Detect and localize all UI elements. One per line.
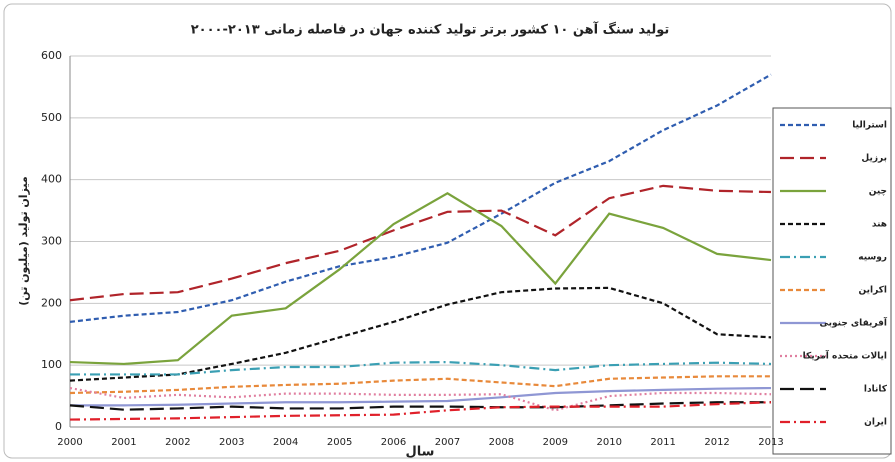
y-tick-label: 0 (55, 420, 62, 433)
legend-label: هند (872, 220, 887, 230)
y-tick-label: 600 (41, 49, 62, 62)
series-line (69, 401, 771, 411)
x-tick-label: 2003 (219, 437, 244, 448)
x-tick-label: 2009 (543, 437, 568, 448)
x-tick-label: 2001 (111, 437, 136, 448)
x-tick-label: 2005 (327, 437, 352, 448)
legend-label: کانادا (864, 385, 888, 395)
x-tick-label: 2011 (650, 437, 675, 448)
x-tick-label: 2006 (381, 437, 406, 448)
series-line (69, 386, 772, 412)
legend-label: اکراین (859, 286, 887, 296)
legend-label: آفریقای جنوبی (820, 317, 888, 329)
series-line (69, 375, 771, 395)
x-tick-label: 2007 (435, 437, 460, 448)
series-line (69, 286, 772, 382)
x-tick-label: 2012 (704, 437, 729, 448)
legend-label: چین (869, 187, 887, 197)
legend-box (772, 107, 892, 455)
series-line (69, 401, 772, 421)
chart-border (3, 3, 892, 459)
x-tick-label: 2010 (597, 437, 622, 448)
x-tick-label: 2008 (489, 437, 514, 448)
x-tick-label: 2002 (165, 437, 190, 448)
legend-label: برزیل (861, 154, 887, 164)
x-tick-label: 2000 (57, 437, 82, 448)
x-tick-label: 2004 (273, 437, 298, 448)
legend-label: ایران (864, 418, 887, 428)
series-line (69, 191, 772, 366)
y-tick-label: 100 (41, 358, 62, 371)
series-line (70, 360, 772, 376)
y-tick-label: 200 (41, 296, 62, 309)
y-tick-label: 300 (41, 235, 62, 248)
legend-label: روسیه (858, 253, 887, 263)
x-axis-label: سال (406, 445, 435, 460)
series-line (69, 73, 772, 323)
y-tick-label: 400 (41, 173, 62, 186)
legend-label: استرالیا (852, 121, 887, 131)
y-tick-label: 500 (41, 111, 62, 124)
x-tick-label: 2013 (758, 437, 783, 448)
y-axis-label: میزان تولید (میلیون تن) (17, 176, 30, 305)
series-line (70, 386, 772, 407)
series-line (69, 184, 772, 302)
legend-label: ایالات متحده آمریکا (803, 350, 887, 362)
chart-title: تولید سنگ آهن ۱۰ کشور برتر تولید کننده ج… (191, 21, 670, 38)
